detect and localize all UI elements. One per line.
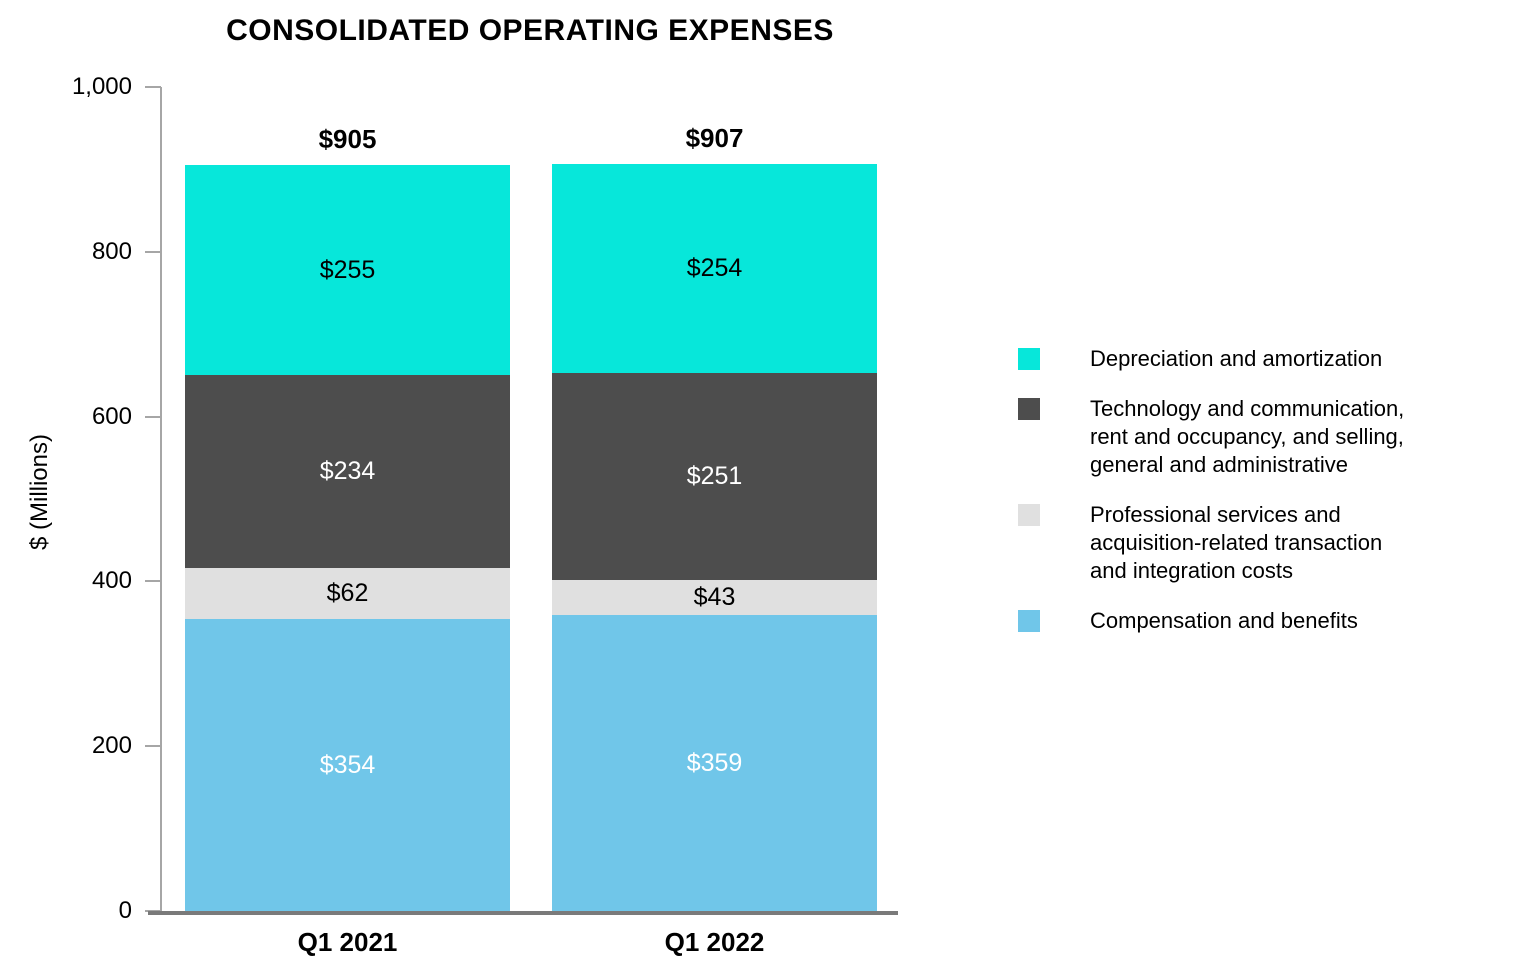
bar-segment-value: $255 bbox=[319, 255, 376, 284]
legend-text-line: general and administrative bbox=[1090, 452, 1349, 477]
legend-swatch bbox=[1018, 348, 1040, 370]
legend-swatch bbox=[1018, 504, 1040, 526]
legend-item: Depreciation and amortization bbox=[1018, 345, 1404, 373]
legend-text-line: and integration costs bbox=[1090, 558, 1294, 583]
chart-title: CONSOLIDATED OPERATING EXPENSES bbox=[226, 14, 834, 47]
legend-item-label: Technology and communication, rent and oc… bbox=[1090, 395, 1404, 479]
bar-segment-value: $354 bbox=[319, 750, 376, 779]
legend-text-line: Depreciation and amortization bbox=[1090, 346, 1383, 371]
legend-text-line: Compensation and benefits bbox=[1090, 608, 1358, 633]
y-tick-mark bbox=[145, 250, 161, 253]
legend-item: Professional services and acquisition-rel… bbox=[1018, 501, 1404, 585]
bar-segment: $234 bbox=[185, 375, 510, 569]
bar-segment: $359 bbox=[552, 615, 877, 911]
legend-item-label: Compensation and benefits bbox=[1090, 607, 1358, 635]
bar-segment-value: $62 bbox=[326, 579, 369, 608]
y-tick-label: 0 bbox=[118, 897, 132, 924]
bar-segment-value: $254 bbox=[686, 253, 743, 282]
bar-total-label: $905 bbox=[318, 124, 377, 155]
bar-segment: $43 bbox=[552, 579, 877, 616]
y-tick-mark bbox=[145, 745, 161, 748]
legend: Depreciation and amortization Technology … bbox=[1018, 345, 1404, 635]
y-axis-line bbox=[160, 87, 162, 915]
legend-swatch bbox=[1018, 610, 1040, 632]
legend-text-line: rent and occupancy, and selling, bbox=[1090, 424, 1404, 449]
bar-segment-value: $359 bbox=[686, 748, 743, 777]
bar-segment-value: $234 bbox=[319, 457, 376, 486]
bar-segment: $255 bbox=[185, 165, 510, 376]
y-tick-mark bbox=[145, 580, 161, 583]
x-axis-category-label: Q1 2021 bbox=[297, 927, 398, 957]
bar-segment: $251 bbox=[552, 372, 877, 580]
legend-item: Compensation and benefits bbox=[1018, 607, 1404, 635]
legend-item-label: Professional services and acquisition-rel… bbox=[1090, 501, 1382, 585]
legend-text-line: acquisition-related transaction bbox=[1090, 530, 1383, 555]
legend-item-label: Depreciation and amortization bbox=[1090, 345, 1382, 373]
x-axis-category-label: Q1 2022 bbox=[664, 927, 765, 957]
bar-segment-value: $43 bbox=[693, 582, 736, 611]
legend-text-line: Technology and communication, bbox=[1090, 396, 1405, 421]
legend-item: Technology and communication, rent and oc… bbox=[1018, 395, 1404, 479]
bar-segment: $62 bbox=[185, 568, 510, 620]
bar-segment: $254 bbox=[552, 163, 877, 373]
y-tick-label: 200 bbox=[91, 732, 132, 760]
y-tick-label: 400 bbox=[91, 567, 132, 595]
bar-segment: $354 bbox=[185, 619, 510, 911]
y-tick-mark bbox=[145, 86, 161, 88]
y-tick-label: 600 bbox=[91, 402, 132, 430]
legend-text-line: Professional services and bbox=[1090, 502, 1341, 527]
y-tick-label: 800 bbox=[91, 237, 132, 265]
x-axis-line bbox=[148, 911, 898, 915]
legend-swatch bbox=[1018, 398, 1040, 420]
bar-segment-value: $251 bbox=[686, 461, 743, 490]
y-tick-mark bbox=[145, 415, 161, 418]
y-tick-label: 1,000 bbox=[71, 73, 132, 100]
bar-total-label: $907 bbox=[685, 122, 744, 153]
